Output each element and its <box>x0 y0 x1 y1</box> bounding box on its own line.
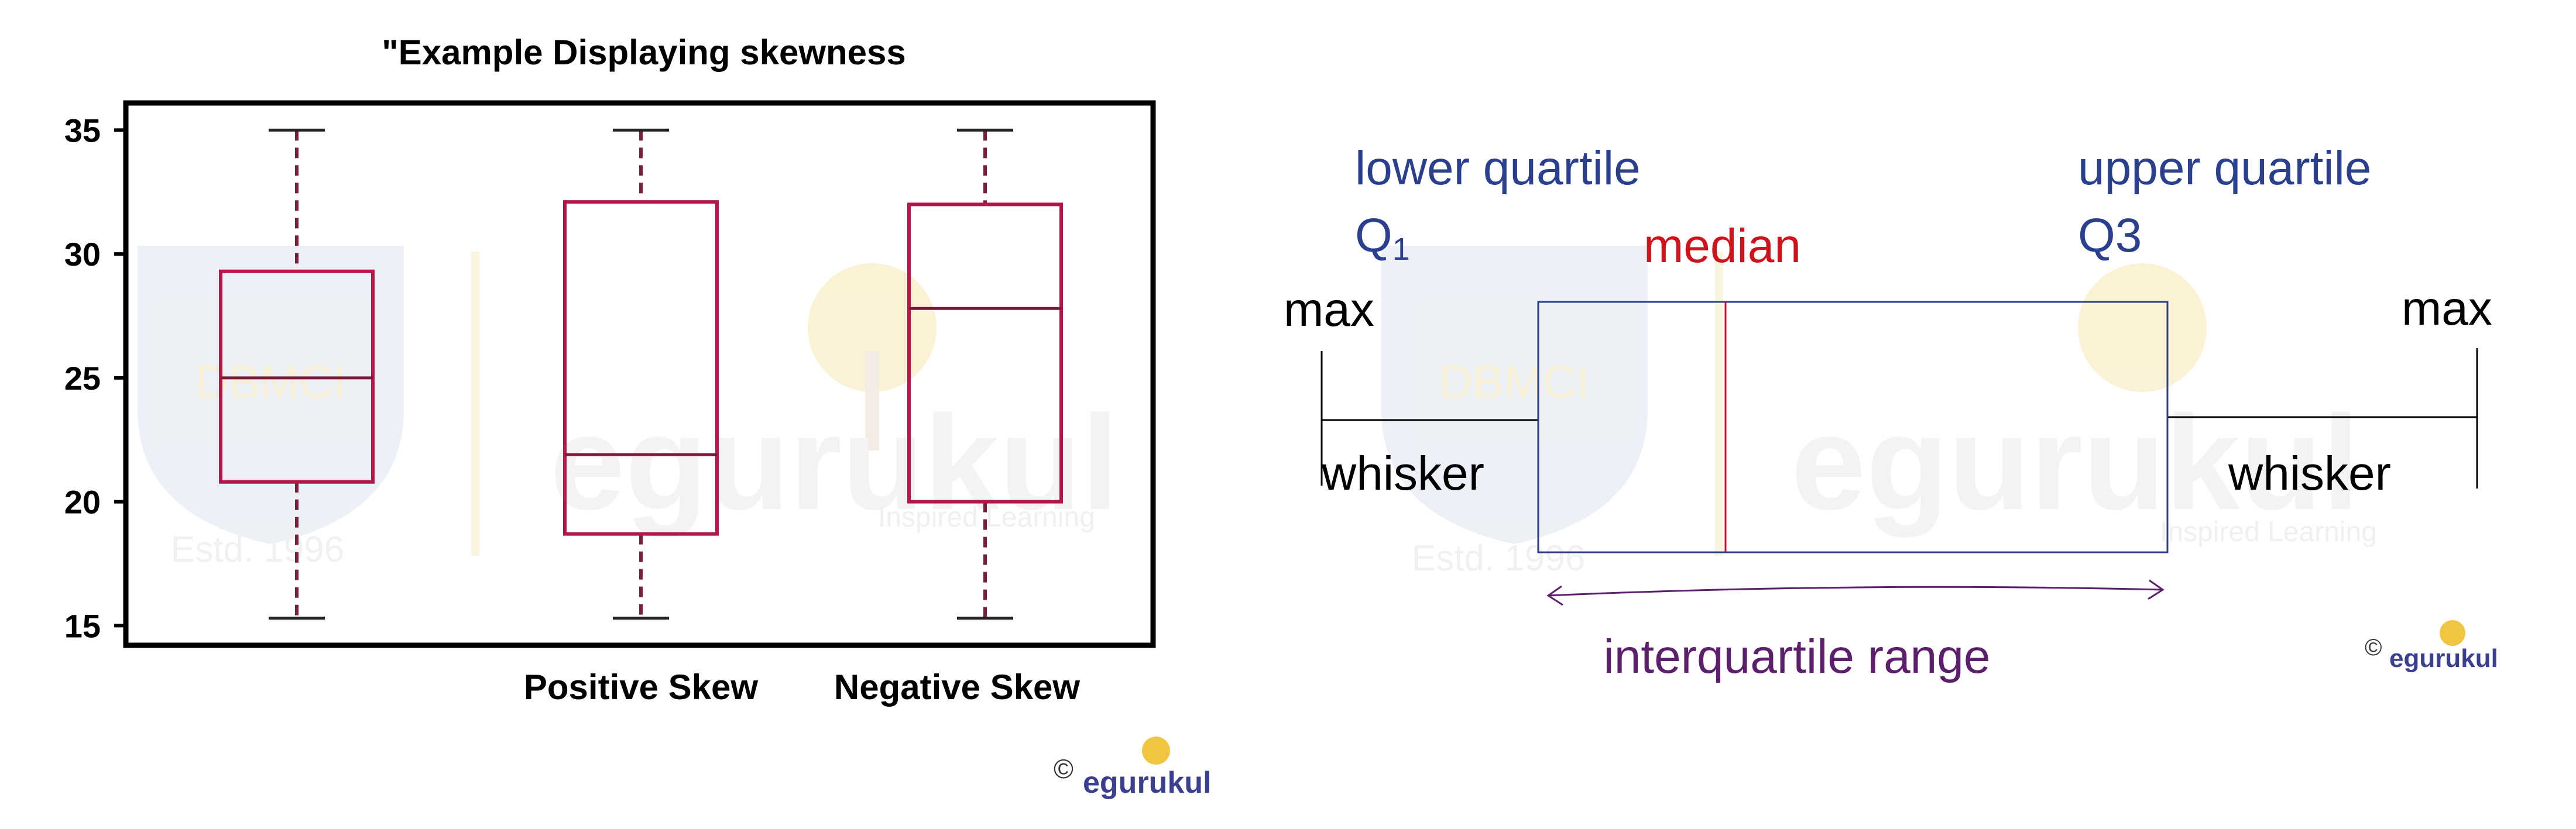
iqr-box <box>907 202 1063 504</box>
watermark-estd-right: Estd. 1996 <box>1412 538 1585 579</box>
whisker-label-right: whisker <box>2228 447 2391 500</box>
dbmci-shield-icon: DBMCI Estd. 1996 <box>138 246 404 570</box>
copyright-brand: egurukul <box>1083 766 1212 800</box>
iqr-box <box>563 200 719 536</box>
iqr-arrow <box>1546 579 2165 606</box>
category-label-positive-skew: Positive Skew <box>524 668 759 707</box>
tree-icon <box>808 263 937 450</box>
copyright-brand-right: egurukul <box>2389 644 2498 673</box>
y-tick-label: 35 <box>64 112 101 149</box>
watermark-brand-right: egurukul <box>1791 387 2359 538</box>
watermark-brand: egurukul <box>550 387 1119 538</box>
watermark-tagline-right: Inspired Learning <box>2160 517 2377 548</box>
watermark-dbmci: DBMCI <box>195 356 346 408</box>
boxplot-anatomy-diagram: lower quartile Q1 median upper quartile … <box>1284 142 2498 683</box>
max-label-right: max <box>2402 282 2492 335</box>
q1-subscript: 1 <box>1392 232 1410 267</box>
y-tick-label: 15 <box>64 607 101 644</box>
q3-label: Q3 <box>2078 209 2142 262</box>
copyright-symbol-right: © <box>2365 635 2382 661</box>
y-tick-label: 25 <box>64 360 101 397</box>
dbmci-shield-icon-right: DBMCI Estd. 1996 <box>1381 246 1648 579</box>
max-label-left: max <box>1284 283 1374 336</box>
copyright-symbol: © <box>1054 754 1073 784</box>
upper-quartile-label: upper quartile <box>2078 142 2371 195</box>
watermark-estd: Estd. 1996 <box>171 529 344 570</box>
y-tick-label: 20 <box>64 484 101 521</box>
copyright-logo-right: © egurukul <box>2365 620 2498 673</box>
watermark-dbmci-right: DBMCI <box>1439 356 1590 408</box>
y-axis: 15 20 25 30 35 <box>64 112 126 644</box>
q1-label: Q1 <box>1355 209 1410 267</box>
box-series <box>219 128 1063 620</box>
y-tick-label: 30 <box>64 236 101 273</box>
iqr-label: interquartile range <box>1604 630 1991 683</box>
median-label: median <box>1644 219 1801 273</box>
tree-icon-right <box>2078 263 2207 392</box>
q1-letter: Q <box>1355 209 1392 262</box>
watermarks: DBMCI Estd. 1996 egurukul Inspired Learn… <box>138 246 2377 579</box>
copyright-logo-left: © egurukul <box>1054 737 1212 800</box>
chart-title: "Example Displaying skewness <box>382 33 906 72</box>
category-label-negative-skew: Negative Skew <box>834 668 1081 707</box>
plot-frame <box>123 100 1156 648</box>
tree-logo-icon <box>1142 737 1170 765</box>
tree-logo-icon-right <box>2440 620 2465 646</box>
lower-quartile-label: lower quartile <box>1355 142 1641 195</box>
watermark-divider <box>471 252 479 556</box>
watermark-divider-right <box>1715 252 1723 556</box>
whisker-label-left: whisker <box>1321 447 1484 500</box>
quartile-box <box>1537 301 2169 553</box>
